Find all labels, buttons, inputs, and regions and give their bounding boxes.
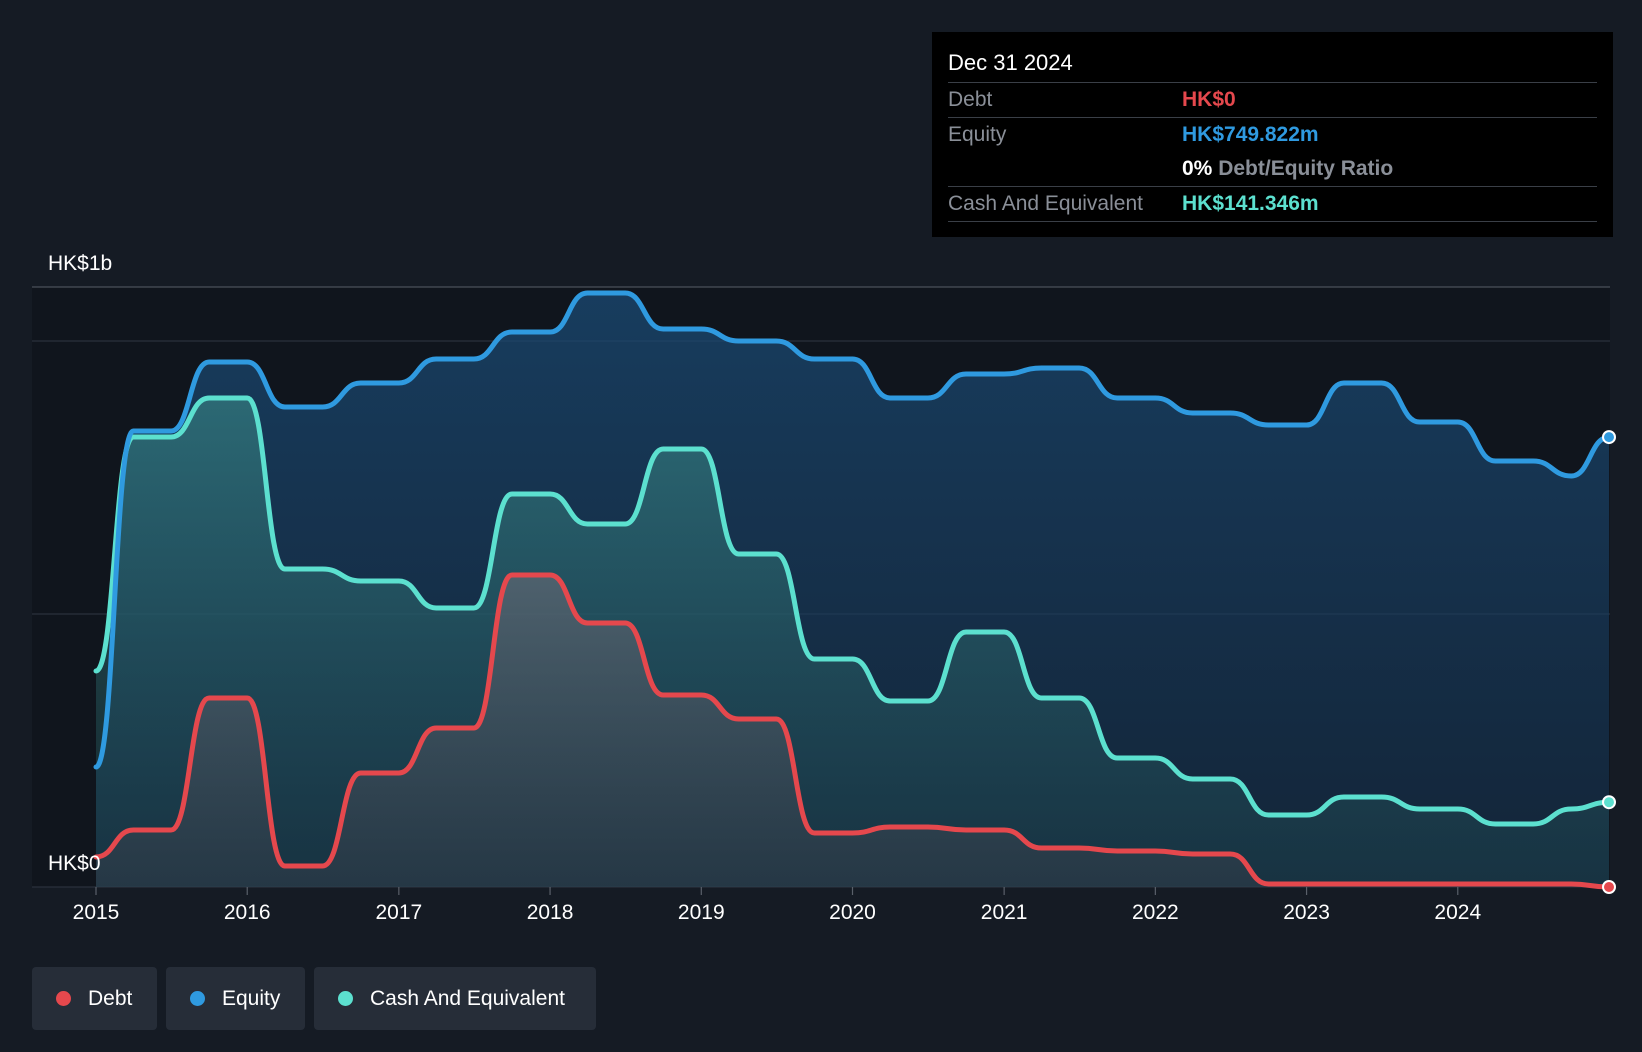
end-marker-cash-and-equivalent xyxy=(1602,795,1616,810)
x-tick-label: 2019 xyxy=(678,901,725,924)
x-tick-label: 2017 xyxy=(375,901,422,924)
legend: Debt Equity Cash And Equivalent xyxy=(32,967,596,1030)
legend-label-cash: Cash And Equivalent xyxy=(370,986,565,1010)
tooltip-row-equity: Equity HK$749.822m xyxy=(948,118,1597,152)
line-equity xyxy=(93,290,1612,770)
tooltip-ratio-label: Debt/Equity Ratio xyxy=(1218,157,1394,180)
x-tick-label: 2016 xyxy=(224,901,271,924)
legend-dot-debt-icon xyxy=(56,991,71,1006)
tooltip-ratio-pct: 0% xyxy=(1182,157,1213,180)
tooltip-row-ratio: 0% Debt/Equity Ratio xyxy=(948,152,1597,187)
tooltip-date: Dec 31 2024 xyxy=(948,32,1597,83)
legend-dot-equity-icon xyxy=(190,991,205,1006)
x-tick-label: 2021 xyxy=(981,901,1028,924)
tooltip-row-debt: Debt HK$0 xyxy=(948,83,1597,118)
tooltip-debt-label: Debt xyxy=(948,88,993,111)
line-cash-and-equivalent xyxy=(93,395,1612,827)
y-label-top: HK$1b xyxy=(48,252,112,275)
tooltip-cash-value: HK$141.346m xyxy=(1182,192,1319,215)
tooltip-equity-label: Equity xyxy=(948,123,1007,146)
x-tick-label: 2023 xyxy=(1283,901,1330,924)
tooltip-row-cash: Cash And Equivalent HK$141.346m xyxy=(948,187,1597,222)
tooltip-equity-value: HK$749.822m xyxy=(1182,123,1319,146)
x-tick-label: 2022 xyxy=(1132,901,1179,924)
legend-label-debt: Debt xyxy=(88,986,133,1010)
legend-label-equity: Equity xyxy=(222,986,281,1010)
series-lines xyxy=(93,290,1612,890)
x-tick-label: 2018 xyxy=(527,901,574,924)
x-tick-label: 2015 xyxy=(73,901,120,924)
end-marker-equity xyxy=(1602,430,1616,445)
series-end-markers xyxy=(1602,430,1616,894)
legend-dot-cash-icon xyxy=(338,991,353,1006)
legend-item-equity[interactable]: Equity xyxy=(166,967,305,1030)
end-marker-debt xyxy=(1602,880,1616,894)
y-label-bottom: HK$0 xyxy=(48,852,101,875)
tooltip-ratio: 0% Debt/Equity Ratio xyxy=(1182,152,1393,186)
legend-item-cash[interactable]: Cash And Equivalent xyxy=(314,967,596,1030)
area-debt xyxy=(96,575,1609,887)
x-tick-label: 2024 xyxy=(1434,901,1481,924)
tooltip-cash-label: Cash And Equivalent xyxy=(948,192,1143,215)
x-tick-label: 2020 xyxy=(829,901,876,924)
tooltip-panel: Dec 31 2024 Debt HK$0 Equity HK$749.822m… xyxy=(932,32,1613,237)
line-debt xyxy=(93,572,1612,890)
axes: HK$1b HK$0 2015 2016 2017 2018 2019 2020 2021 2… xyxy=(48,252,1481,924)
legend-item-debt[interactable]: Debt xyxy=(32,967,157,1030)
series-areas xyxy=(96,293,1609,887)
tooltip-debt-value: HK$0 xyxy=(1182,88,1236,111)
